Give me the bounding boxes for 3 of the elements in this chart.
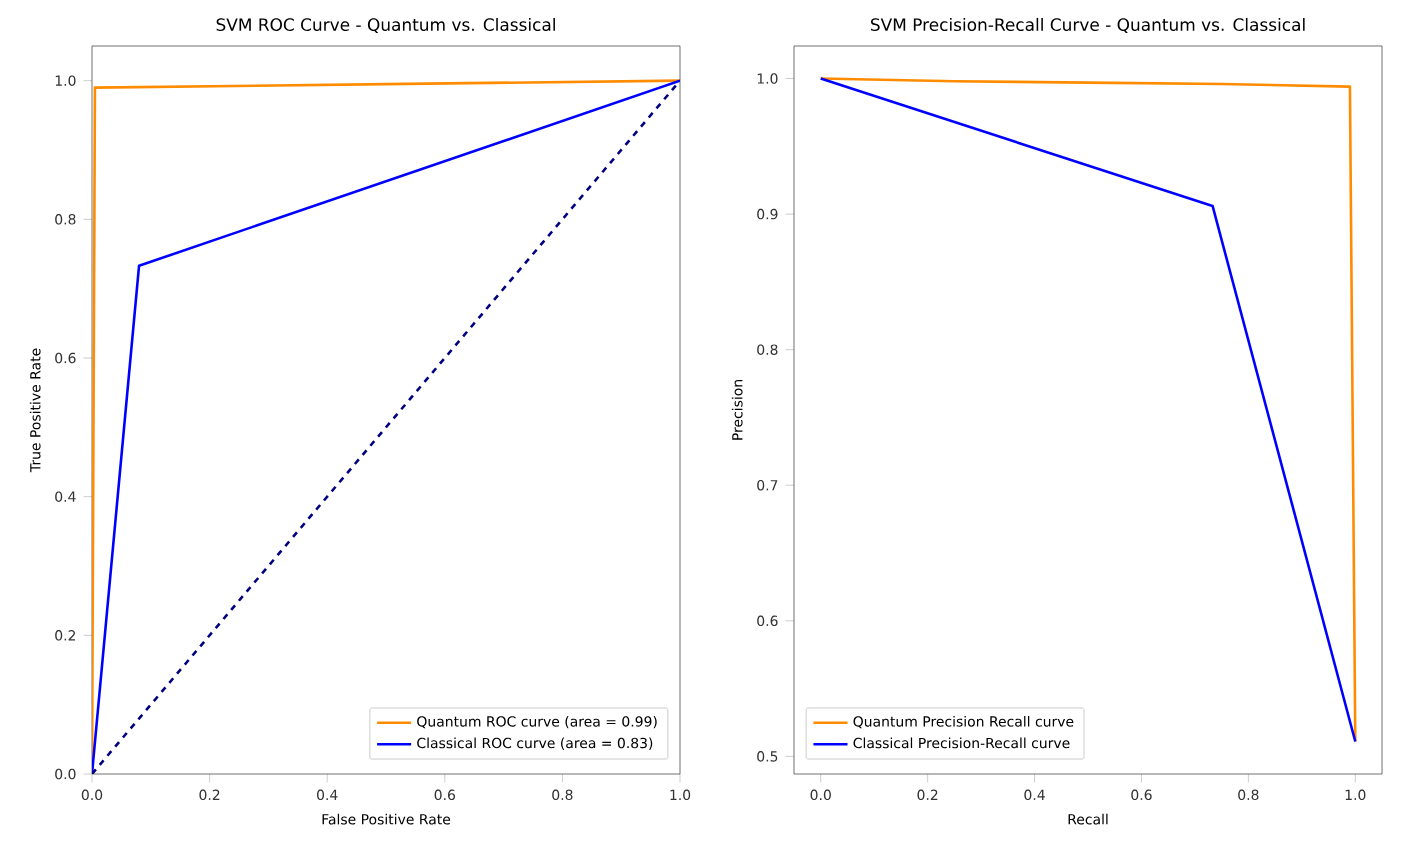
chart-title: SVM ROC Curve - Quantum vs. Classical <box>216 17 555 33</box>
chart-title: SVM Precision-Recall Curve - Quantum vs. Classical <box>871 17 1305 33</box>
line-series <box>92 79 681 774</box>
